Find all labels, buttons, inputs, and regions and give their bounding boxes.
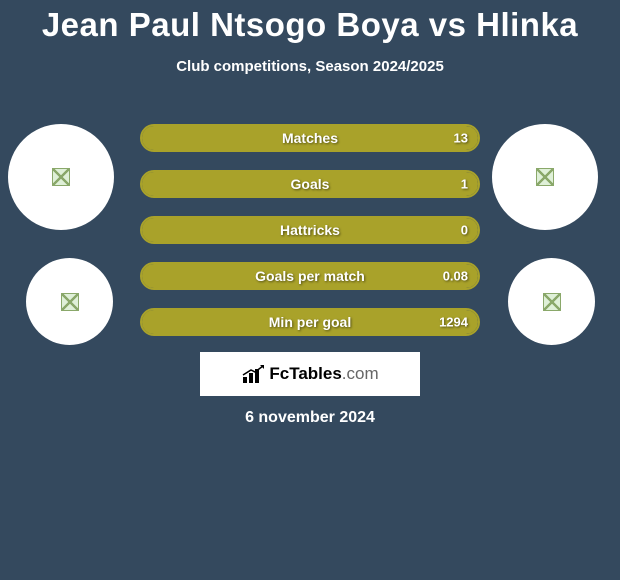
- player1-club: [26, 258, 113, 345]
- stat-value-right: 1294: [439, 315, 468, 330]
- comparison-subtitle: Club competitions, Season 2024/2025: [0, 58, 620, 75]
- stat-value-right: 0.08: [443, 269, 468, 284]
- generated-date: 6 november 2024: [0, 409, 620, 427]
- stat-row: Min per goal 1294: [140, 308, 480, 336]
- player1-photo: [8, 124, 114, 230]
- player2-photo: [492, 124, 598, 230]
- broken-image-icon: [536, 168, 554, 186]
- stat-row: Matches 13: [140, 124, 480, 152]
- broken-image-icon: [61, 293, 79, 311]
- stat-label: Matches: [282, 130, 338, 146]
- chart-icon: [241, 365, 265, 383]
- brand-name: FcTables: [269, 364, 341, 383]
- stat-label: Min per goal: [269, 314, 351, 330]
- stat-label: Goals: [291, 176, 330, 192]
- stat-row: Goals per match 0.08: [140, 262, 480, 290]
- broken-image-icon: [543, 293, 561, 311]
- stat-value-right: 0: [461, 223, 468, 238]
- brand-logo[interactable]: FcTables.com: [200, 352, 420, 396]
- stat-row: Hattricks 0: [140, 216, 480, 244]
- stat-value-right: 13: [454, 131, 468, 146]
- stat-label: Goals per match: [255, 268, 365, 284]
- stat-value-right: 1: [461, 177, 468, 192]
- brand-text: FcTables.com: [269, 364, 378, 384]
- stat-row: Goals 1: [140, 170, 480, 198]
- broken-image-icon: [52, 168, 70, 186]
- comparison-title: Jean Paul Ntsogo Boya vs Hlinka: [0, 0, 620, 44]
- brand-suffix: .com: [342, 364, 379, 383]
- player2-club: [508, 258, 595, 345]
- stats-container: Matches 13 Goals 1 Hattricks 0 Goals per match…: [140, 124, 480, 354]
- stat-label: Hattricks: [280, 222, 340, 238]
